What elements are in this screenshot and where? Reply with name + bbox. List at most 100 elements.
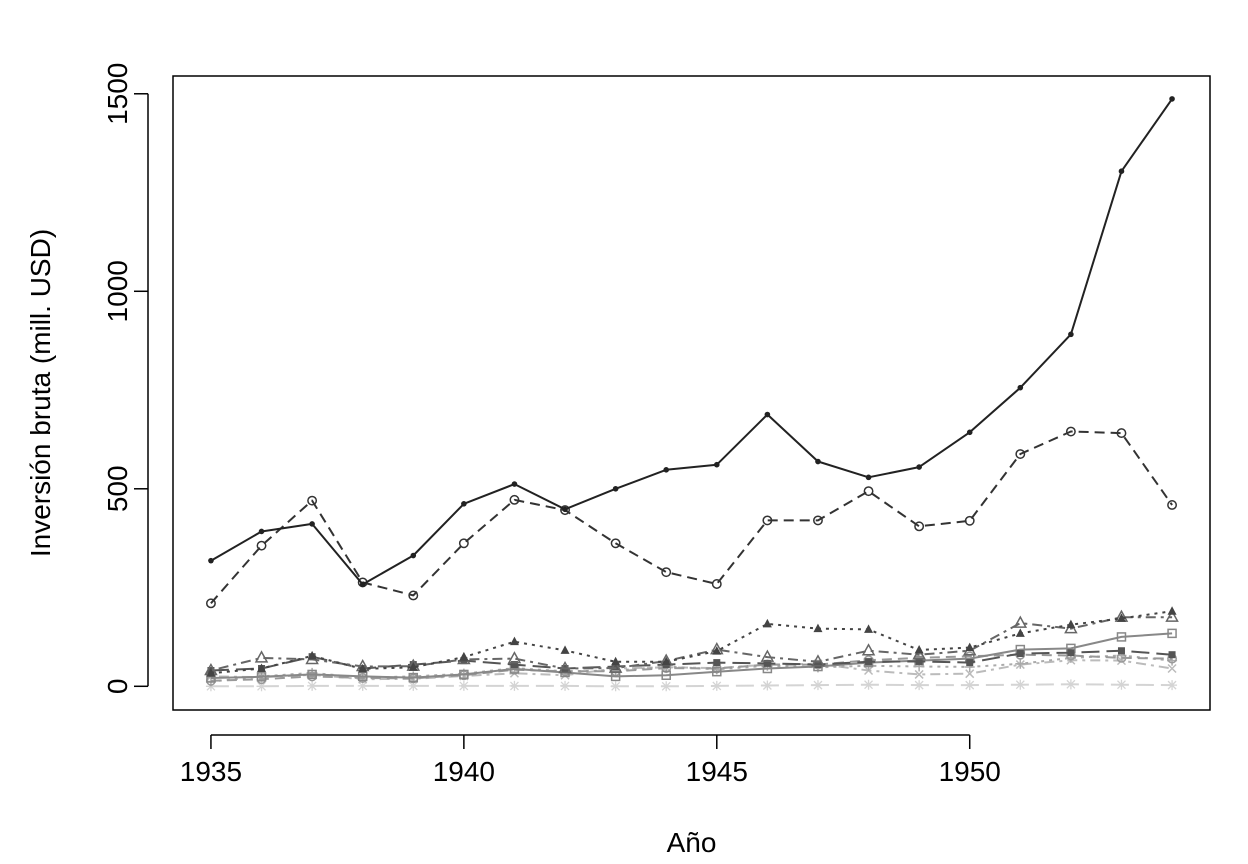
- data-point: [812, 680, 823, 691]
- y-axis-label: Inversión bruta (mill. USD): [25, 229, 56, 557]
- data-point: [762, 618, 772, 628]
- data-point: [1066, 619, 1076, 629]
- y-tick-label: 500: [102, 465, 133, 512]
- data-point: [509, 494, 520, 505]
- data-point: [814, 661, 822, 669]
- data-point: [1167, 680, 1178, 691]
- data-point: [511, 481, 518, 487]
- y-tick-label: 0: [102, 679, 133, 695]
- data-point: [611, 656, 621, 666]
- data-point: [358, 663, 368, 673]
- data-point: [1116, 613, 1126, 622]
- data-point: [661, 567, 672, 578]
- data-point: [257, 663, 267, 673]
- data-point: [1065, 426, 1076, 437]
- data-point: [560, 680, 571, 691]
- data-point: [612, 485, 619, 492]
- data-point: [1015, 628, 1025, 637]
- data-point: [863, 679, 874, 690]
- data-point: [256, 672, 267, 682]
- data-point: [256, 540, 267, 551]
- data-point: [307, 680, 318, 691]
- data-point: [459, 652, 469, 661]
- data-point: [309, 521, 315, 527]
- data-point: [459, 669, 469, 680]
- data-point: [610, 538, 621, 549]
- data-point: [1169, 96, 1175, 102]
- data-point: [914, 680, 925, 691]
- series-line: [210, 649, 1173, 672]
- y-tick-label: 1500: [102, 63, 133, 125]
- data-point: [813, 623, 823, 633]
- data-point: [764, 411, 771, 418]
- x-tick-label: 1940: [433, 756, 495, 787]
- data-point: [507, 651, 522, 664]
- x-tick-label: 1935: [180, 756, 242, 787]
- data-point: [712, 666, 722, 677]
- series-line: [210, 632, 1173, 679]
- x-tick-label: 1945: [686, 756, 748, 787]
- data-point: [711, 579, 722, 589]
- data-point: [916, 464, 922, 470]
- data-point: [458, 538, 469, 549]
- data-point: [1167, 606, 1177, 615]
- series-line: [210, 616, 1173, 672]
- data-point: [608, 660, 623, 673]
- data-point: [205, 598, 216, 609]
- data-point: [560, 505, 570, 516]
- series-10: [205, 679, 1178, 692]
- series-line: [210, 98, 1173, 586]
- data-point: [460, 657, 468, 665]
- data-point: [760, 649, 775, 662]
- data-point: [712, 646, 722, 655]
- data-point: [713, 659, 721, 667]
- data-point: [914, 521, 925, 532]
- data-point: [663, 467, 670, 473]
- data-point: [713, 461, 720, 468]
- data-point: [410, 552, 417, 559]
- data-point: [560, 645, 570, 654]
- data-point: [258, 528, 265, 535]
- data-point: [966, 429, 973, 436]
- data-point: [509, 680, 520, 691]
- data-point: [408, 672, 419, 683]
- data-point: [509, 636, 519, 646]
- data-point: [762, 515, 773, 526]
- data-point: [307, 650, 317, 660]
- data-point: [307, 495, 318, 506]
- x-tick-label: 1950: [939, 756, 1001, 787]
- data-point: [1118, 168, 1125, 174]
- series-9: [206, 655, 1177, 684]
- data-point: [612, 663, 620, 671]
- data-point: [510, 661, 518, 669]
- data-point: [1116, 632, 1127, 642]
- series-layer: [204, 96, 1179, 692]
- data-point: [558, 660, 572, 674]
- data-point: [1167, 663, 1177, 674]
- data-point: [915, 657, 923, 665]
- data-point: [461, 501, 467, 507]
- data-point: [865, 474, 872, 481]
- series-line: [210, 430, 1173, 604]
- data-point: [661, 670, 671, 680]
- data-point: [763, 659, 771, 667]
- data-point: [562, 506, 568, 513]
- data-point: [458, 680, 469, 691]
- plot-frame: [172, 75, 1211, 711]
- x-axis-label: Año: [667, 827, 717, 858]
- data-point: [762, 680, 773, 691]
- data-point: [865, 658, 873, 666]
- data-point: [912, 647, 926, 660]
- data-point: [964, 680, 975, 691]
- data-point: [864, 624, 874, 633]
- data-point: [964, 515, 975, 526]
- data-point: [357, 680, 368, 691]
- series-5: [207, 647, 1176, 674]
- data-point: [1167, 500, 1178, 510]
- data-point: [208, 557, 214, 564]
- data-point: [965, 669, 975, 679]
- data-point: [254, 650, 269, 663]
- data-point: [1017, 384, 1024, 391]
- data-point: [610, 681, 621, 692]
- data-point: [661, 681, 672, 692]
